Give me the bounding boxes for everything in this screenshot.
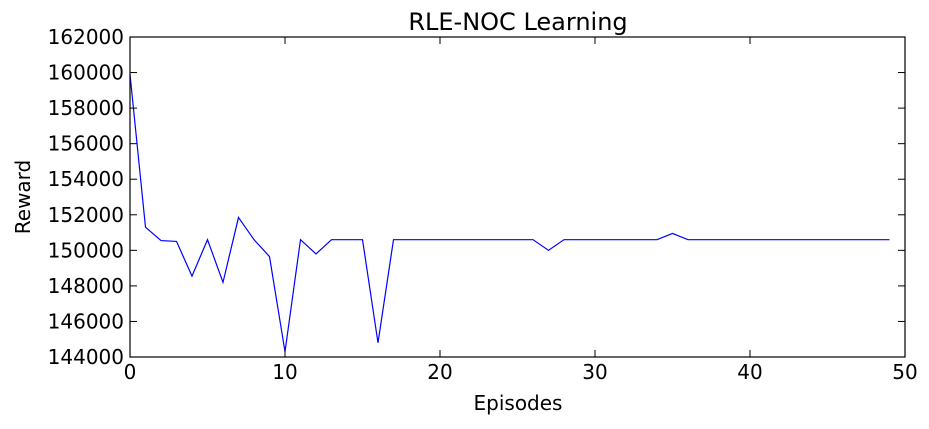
y-tick-label: 158000: [48, 96, 124, 120]
x-tick-label: 30: [582, 360, 607, 384]
y-tick-label: 146000: [48, 309, 124, 333]
y-tick-label: 148000: [48, 274, 124, 298]
x-tick-label: 40: [737, 360, 762, 384]
x-tick-label: 20: [427, 360, 452, 384]
x-tick-label: 0: [124, 360, 137, 384]
y-tick-label: 144000: [48, 345, 124, 369]
y-tick-label: 150000: [48, 238, 124, 262]
y-tick-label: 160000: [48, 61, 124, 85]
y-tick-label: 152000: [48, 203, 124, 227]
plot-area: [129, 36, 906, 358]
x-tick-label: 50: [892, 360, 917, 384]
series-line-0: [129, 74, 890, 352]
x-axis-label: Episodes: [474, 391, 563, 415]
y-tick-label: 162000: [48, 25, 124, 49]
y-tick-label: 154000: [48, 167, 124, 191]
y-axis-label: Reward: [11, 160, 35, 234]
y-tick-label: 156000: [48, 132, 124, 156]
chart-title: RLE-NOC Learning: [408, 8, 627, 36]
plot-frame: [129, 36, 906, 358]
axis-ticks: 0 10 20 30 40 50 144000 146000 148000 150000 15200…: [48, 25, 918, 384]
x-tick-label: 10: [272, 360, 297, 384]
